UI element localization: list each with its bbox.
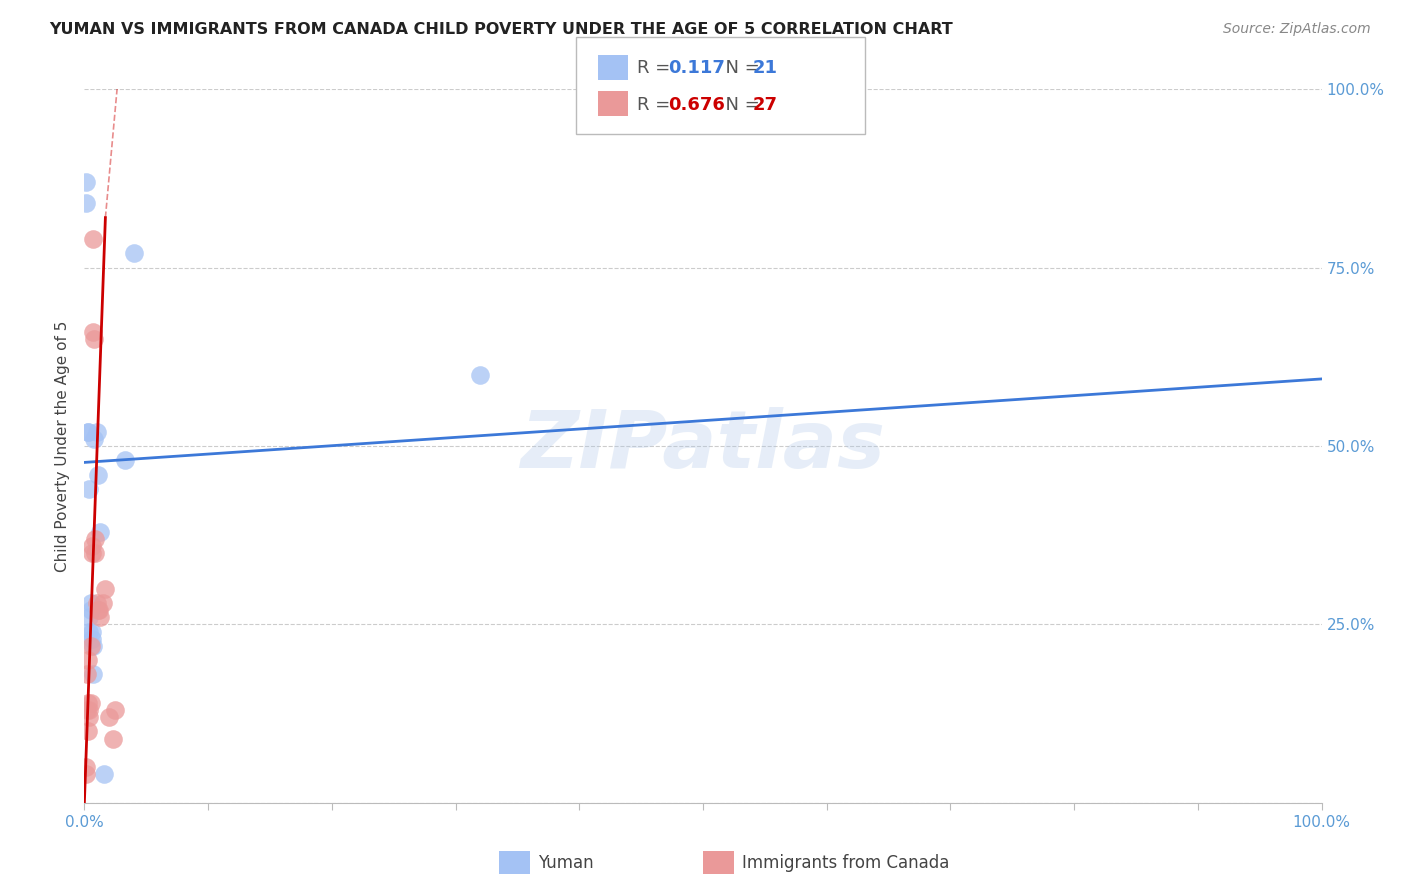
Point	[75, 175, 97, 189]
Text: N =: N =	[714, 95, 766, 114]
Point	[79, 482, 101, 496]
Point	[79, 624, 101, 639]
Text: R =: R =	[637, 59, 676, 77]
Point	[84, 532, 107, 546]
Point	[83, 332, 105, 346]
Point	[79, 603, 101, 617]
Point	[98, 710, 121, 724]
Point	[77, 653, 100, 667]
Point	[82, 639, 104, 653]
Point	[77, 425, 100, 439]
Point	[89, 524, 111, 539]
Point	[79, 610, 101, 624]
Point	[77, 696, 100, 710]
Point	[79, 696, 101, 710]
Text: ZIPatlas: ZIPatlas	[520, 407, 886, 485]
Text: R =: R =	[637, 95, 676, 114]
Point	[114, 453, 136, 467]
Point	[84, 546, 107, 560]
Point	[80, 546, 103, 560]
Point	[82, 232, 104, 246]
Point	[83, 432, 105, 446]
Text: Yuman: Yuman	[538, 854, 595, 871]
Point	[91, 596, 114, 610]
Point	[122, 246, 145, 260]
Text: YUMAN VS IMMIGRANTS FROM CANADA CHILD POVERTY UNDER THE AGE OF 5 CORRELATION CHA: YUMAN VS IMMIGRANTS FROM CANADA CHILD PO…	[49, 22, 953, 37]
Point	[104, 703, 127, 717]
Point	[470, 368, 492, 382]
Point	[82, 325, 104, 339]
Point	[89, 610, 111, 624]
Point	[80, 539, 103, 553]
Y-axis label: Child Poverty Under the Age of 5: Child Poverty Under the Age of 5	[55, 320, 70, 572]
Point	[89, 603, 111, 617]
Point	[76, 703, 98, 717]
Point	[79, 710, 101, 724]
Text: 21: 21	[752, 59, 778, 77]
Text: Source: ZipAtlas.com: Source: ZipAtlas.com	[1223, 22, 1371, 37]
Point	[76, 667, 98, 681]
Point	[86, 596, 108, 610]
Point	[101, 731, 124, 746]
Point	[93, 767, 115, 781]
Point	[80, 632, 103, 646]
Point	[82, 667, 104, 681]
Text: Immigrants from Canada: Immigrants from Canada	[742, 854, 949, 871]
Point	[86, 425, 108, 439]
Point	[79, 703, 101, 717]
Text: N =: N =	[714, 59, 766, 77]
Point	[79, 639, 101, 653]
Point	[87, 467, 110, 482]
Text: 27: 27	[752, 95, 778, 114]
Text: 0.117: 0.117	[668, 59, 724, 77]
Point	[75, 760, 97, 774]
Point	[75, 767, 97, 781]
Point	[87, 603, 110, 617]
Point	[94, 582, 117, 596]
Point	[75, 196, 97, 211]
Point	[77, 425, 100, 439]
Point	[80, 624, 103, 639]
Point	[79, 596, 101, 610]
Point	[77, 724, 100, 739]
Text: 0.676: 0.676	[668, 95, 724, 114]
